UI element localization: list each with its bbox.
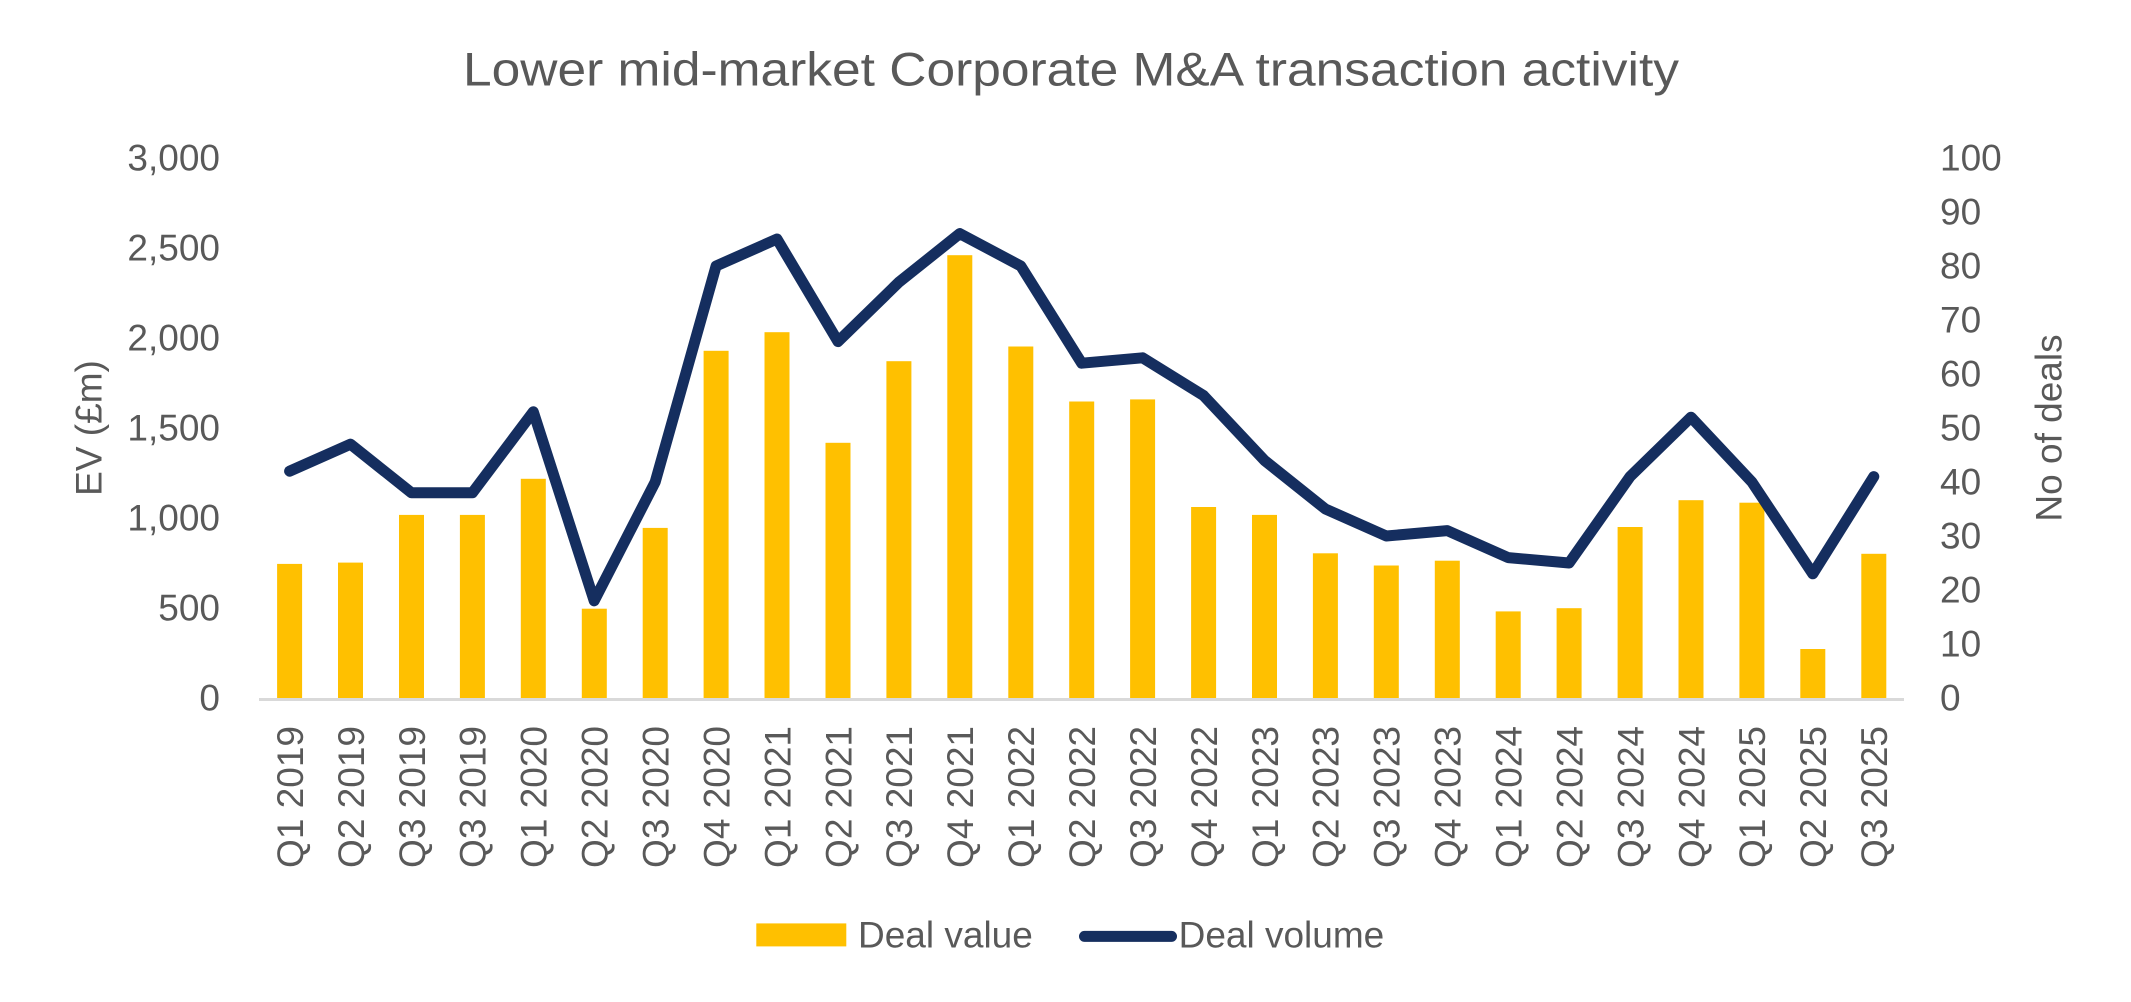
svg-text:3,000: 3,000 [127,138,220,179]
svg-text:Q1 2024: Q1 2024 [1489,726,1530,868]
svg-text:Q4 2024: Q4 2024 [1671,726,1712,868]
svg-text:Q4 2021: Q4 2021 [940,726,981,868]
svg-text:0: 0 [199,678,220,719]
svg-text:Lower mid-market Corporate M&A: Lower mid-market Corporate M&A transacti… [463,43,1680,96]
svg-text:50: 50 [1940,408,1981,449]
svg-text:Q4 2023: Q4 2023 [1428,726,1469,868]
svg-text:Q1 2021: Q1 2021 [757,726,798,868]
svg-text:Q1 2025: Q1 2025 [1732,726,1773,868]
svg-text:80: 80 [1940,246,1981,287]
svg-text:0: 0 [1940,678,1961,719]
svg-text:Q3 2019: Q3 2019 [453,726,494,868]
svg-text:Q3 2019: Q3 2019 [392,726,433,868]
svg-text:Deal volume: Deal volume [1179,914,1385,955]
svg-text:Q3 2025: Q3 2025 [1854,726,1895,868]
svg-text:10: 10 [1940,624,1981,665]
svg-text:Q2 2024: Q2 2024 [1549,726,1590,868]
svg-text:Q3 2020: Q3 2020 [636,726,677,868]
svg-text:Q3 2022: Q3 2022 [1123,726,1164,868]
svg-text:Q1 2022: Q1 2022 [1001,726,1042,868]
svg-text:Q2 2020: Q2 2020 [575,726,616,868]
svg-text:Q2 2025: Q2 2025 [1793,726,1834,868]
svg-text:Q2 2021: Q2 2021 [818,726,859,868]
svg-text:Q1 2023: Q1 2023 [1245,726,1286,868]
svg-text:1,500: 1,500 [127,408,220,449]
svg-text:20: 20 [1940,570,1981,611]
svg-text:500: 500 [158,588,220,629]
svg-text:100: 100 [1940,138,2002,179]
svg-text:40: 40 [1940,462,1981,503]
svg-text:30: 30 [1940,516,1981,557]
svg-text:Q1 2020: Q1 2020 [514,726,555,868]
svg-text:Q2 2022: Q2 2022 [1062,726,1103,868]
svg-text:70: 70 [1940,300,1981,341]
svg-text:1,000: 1,000 [127,498,220,539]
svg-text:Q1 2019: Q1 2019 [270,726,311,868]
svg-text:2,000: 2,000 [127,318,220,359]
svg-text:No of deals: No of deals [2029,334,2070,521]
svg-text:Q3 2021: Q3 2021 [879,726,920,868]
svg-text:Q2 2019: Q2 2019 [331,726,372,868]
svg-text:Deal value: Deal value [858,914,1033,955]
svg-text:Q3 2023: Q3 2023 [1367,726,1408,868]
svg-text:EV (£m): EV (£m) [69,360,110,496]
svg-text:Q2 2023: Q2 2023 [1306,726,1347,868]
svg-text:Q4 2022: Q4 2022 [1184,726,1225,868]
svg-text:Q4 2020: Q4 2020 [696,726,737,868]
svg-text:Q3 2024: Q3 2024 [1610,726,1651,868]
svg-text:90: 90 [1940,192,1981,233]
svg-text:2,500: 2,500 [127,228,220,269]
svg-text:60: 60 [1940,354,1981,395]
